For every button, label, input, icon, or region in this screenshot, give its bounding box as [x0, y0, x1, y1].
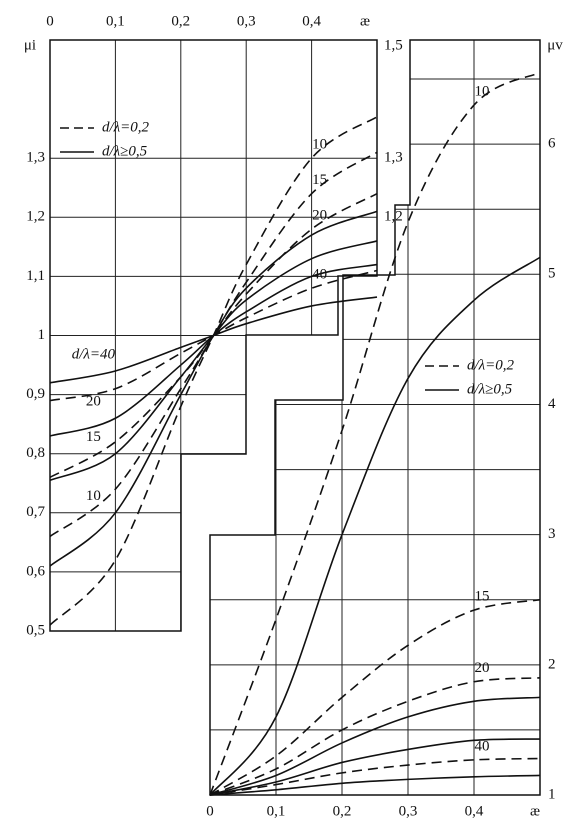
curve-dashed — [209, 598, 541, 796]
curve-dashed — [209, 757, 541, 796]
curve-start-label: 20 — [86, 394, 101, 410]
x-tick-label: 0,1 — [106, 13, 125, 29]
y-tick-label: 0,8 — [26, 445, 45, 461]
curve-start-label: 10 — [86, 488, 101, 504]
y-tick-label: 1 — [38, 327, 46, 343]
curve-label: 10 — [475, 84, 490, 100]
y-tick-label: 2 — [548, 656, 556, 672]
x-tick-label: 0,2 — [171, 13, 190, 29]
curve-label: 10 — [312, 137, 327, 153]
curve-label: 40 — [475, 738, 490, 754]
x-tick-label: 0,4 — [465, 803, 484, 819]
curve-label: 40 — [312, 267, 327, 283]
legend-label: d/λ≥0,5 — [102, 143, 148, 159]
curve-solid — [209, 738, 541, 796]
y2-tick-label: 1,5 — [384, 37, 403, 53]
x-tick-label: 0 — [46, 13, 54, 29]
curve-label: 15 — [475, 589, 490, 605]
y-tick-label: 3 — [548, 526, 556, 542]
y-tick-label: 1 — [548, 786, 556, 802]
curve-solid — [209, 774, 541, 796]
curve-dashed — [209, 71, 541, 796]
curve-solid — [209, 696, 541, 796]
x-axis-title: æ — [530, 803, 540, 819]
y2-tick-label: 1,3 — [384, 150, 403, 166]
right-frame — [209, 39, 541, 796]
y-tick-label: 1,1 — [26, 268, 45, 284]
y-tick-label: 0,9 — [26, 386, 45, 402]
y2-tick-label: 1,2 — [384, 209, 403, 225]
curve-label: 15 — [312, 172, 327, 188]
legend-label: d/λ=0,2 — [102, 119, 150, 135]
legend-label: d/λ≥0,5 — [467, 381, 513, 397]
curve-start-label: d/λ=40 — [72, 346, 116, 362]
curve-dashed — [209, 677, 541, 796]
curve-label: 20 — [312, 208, 327, 224]
x-tick-label: 0,1 — [267, 803, 286, 819]
y-tick-label: 6 — [548, 136, 556, 152]
y-tick-label: 0,6 — [26, 563, 45, 579]
left-frame — [49, 39, 378, 632]
y-tick-label: 0,5 — [26, 622, 45, 638]
plot: 0 0,1 0,2 0,3 0,4 0,5 0,6 0,7 0,8 0,9 1 1,1 1,2 1,3 1,… — [24, 13, 563, 819]
y-axis-title: μi — [24, 37, 36, 53]
x-tick-label: 0,3 — [399, 803, 418, 819]
y-tick-label: 1,2 — [26, 209, 45, 225]
x-tick-label: 0,4 — [302, 13, 321, 29]
legend-label: d/λ=0,2 — [467, 357, 515, 373]
y-axis-title: μv — [547, 37, 563, 53]
curve-label: 20 — [475, 660, 490, 676]
y-tick-label: 0,7 — [26, 504, 45, 520]
curve-solid — [209, 256, 541, 796]
curve-start-label: 15 — [86, 429, 101, 445]
x-tick-label: 0,2 — [333, 803, 352, 819]
curve-solid — [49, 296, 378, 384]
x-tick-label: 0,3 — [237, 13, 256, 29]
y-tick-label: 1,3 — [26, 150, 45, 166]
x-tick-label: 0 — [206, 803, 214, 819]
x-axis-title: æ — [360, 13, 370, 29]
y-tick-label: 5 — [548, 266, 556, 282]
y-tick-label: 4 — [548, 396, 556, 412]
